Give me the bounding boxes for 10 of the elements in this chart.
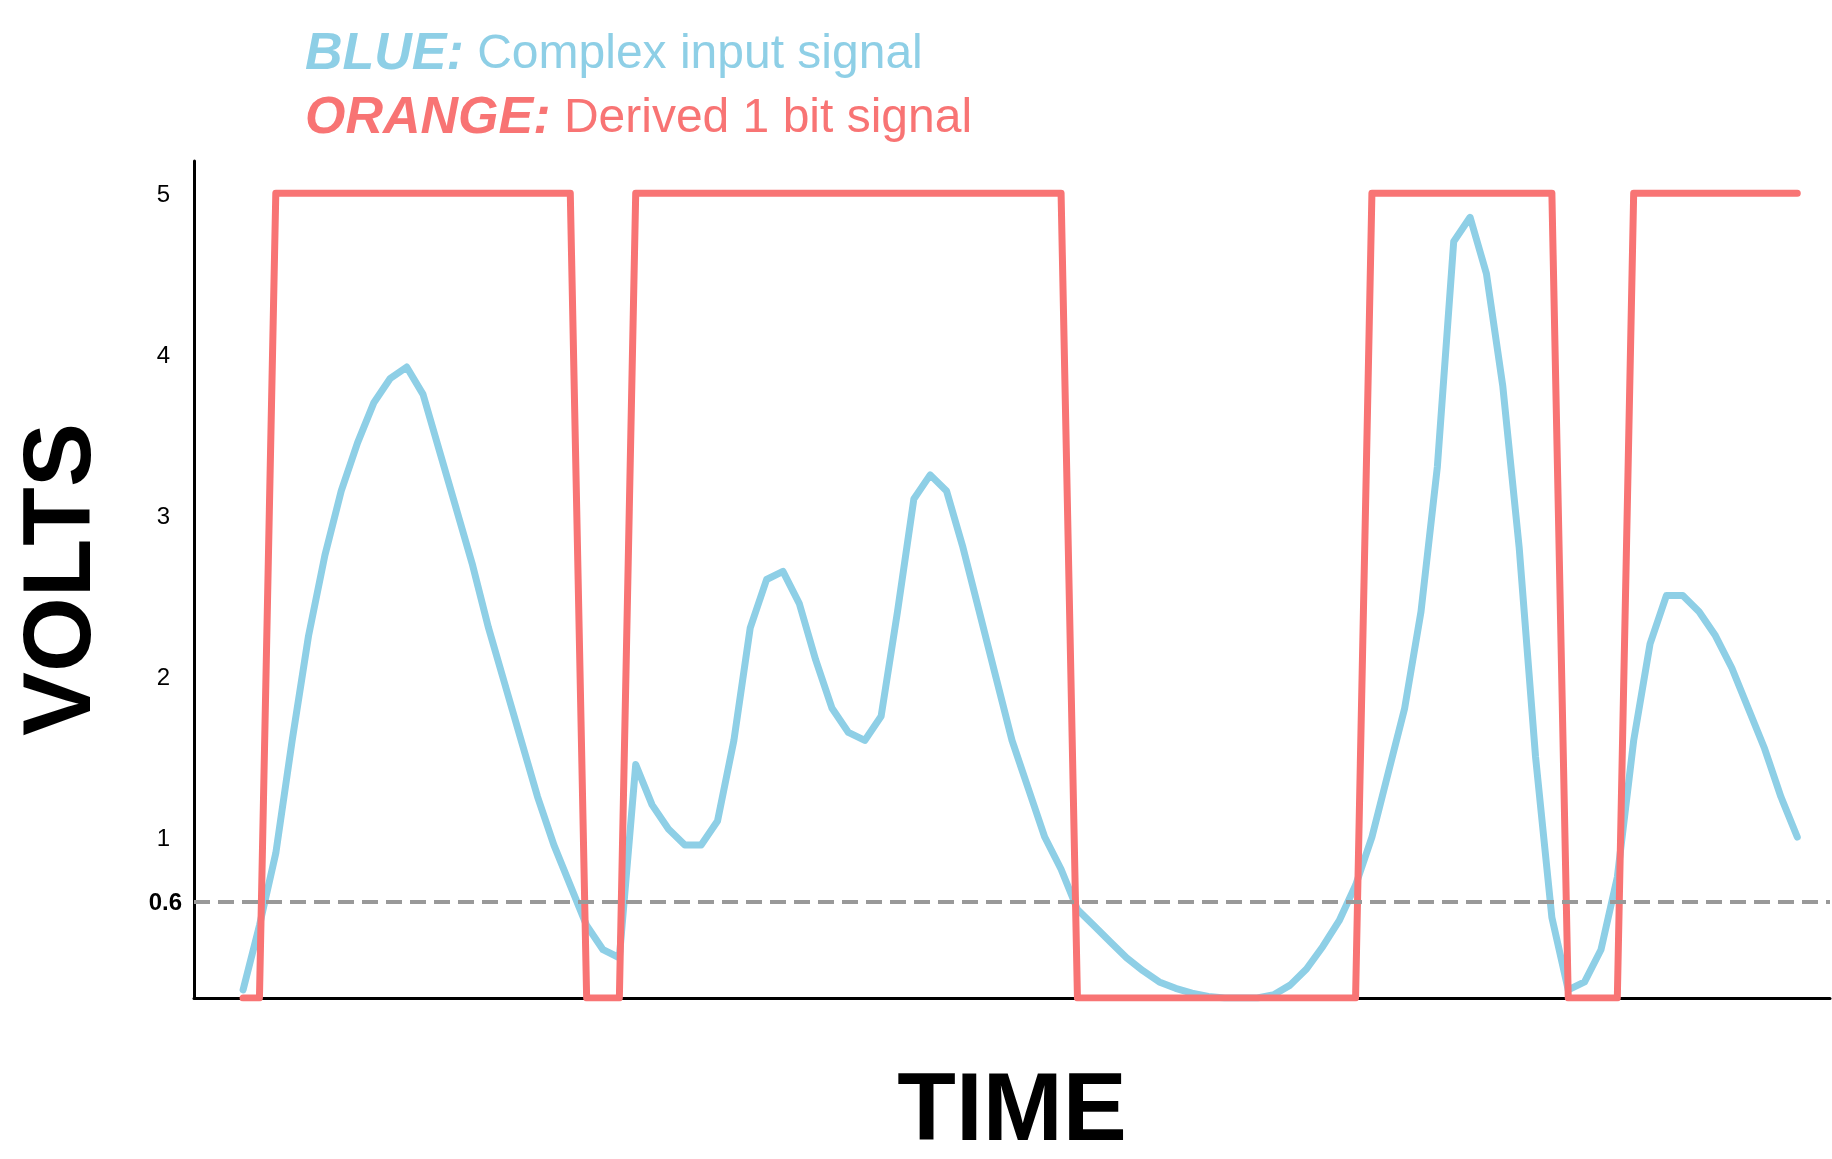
x-axis-title: TIME xyxy=(897,1052,1127,1159)
text: BLUE: Complex input signal xyxy=(305,22,923,80)
y-tick-label: 4 xyxy=(156,340,170,368)
y-tick-label: 5 xyxy=(156,179,170,207)
ref-line-label: 0.6 xyxy=(148,887,182,915)
y-tick-label: 1 xyxy=(156,823,170,851)
y-axis-title: VOLTS xyxy=(2,423,110,736)
series-label: ORANGE: Derived 1 bit signal xyxy=(305,86,973,144)
y-tick-label: 3 xyxy=(156,501,170,529)
y-tick-label: 2 xyxy=(156,662,170,690)
